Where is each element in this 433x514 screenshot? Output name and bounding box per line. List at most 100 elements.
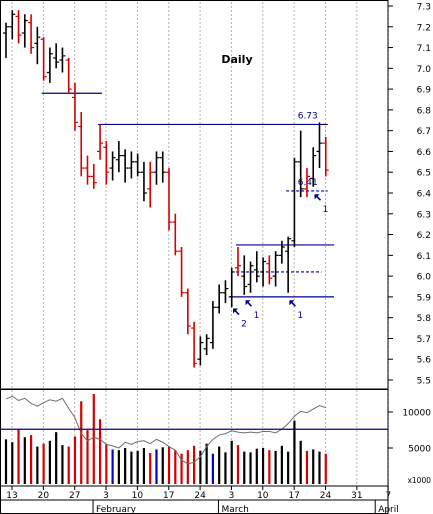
price-bar [234,247,241,277]
price-tick-label: 6.8 [417,106,432,116]
volume-axis: 5000 10000 x1000 [388,409,431,485]
price-bar [84,155,91,185]
price-tick-label: 7.2 [417,23,431,33]
month-label: February [96,505,137,514]
wave-label: 1 [289,300,303,321]
price-bar [272,251,279,287]
price-bar [178,247,185,297]
date-tick-label: 10 [257,491,269,501]
price-bar [3,22,9,58]
arrow-head-icon [245,300,251,306]
month-label: March [221,505,248,514]
price-bar [278,240,285,264]
price-tick-label: 5.8 [417,314,432,324]
price-bar [78,111,85,177]
vertical-gridlines [11,2,389,486]
price-tick-label: 6.1 [417,252,431,262]
date-tick-label: 27 [69,491,80,501]
price-bar [222,280,229,304]
date-tick-label: 31 [351,491,362,501]
price-bar [21,14,28,48]
volume-unit-label: x1000 [407,476,431,485]
price-bar [266,255,273,285]
price-bar [40,37,47,81]
price-tick-label: 5.7 [417,335,431,345]
price-bar [9,10,16,40]
price-bar [184,288,191,335]
date-tick-label: 24 [320,491,332,501]
price-bar [291,157,298,248]
price-bar [147,161,154,208]
wave-label: 1 [245,300,260,321]
price-tick-label: 6.7 [417,127,431,137]
price-bar [115,141,122,173]
date-tick-label: 17 [163,491,174,501]
price-bar [128,151,135,179]
arrow-head-icon [314,194,320,200]
date-tick-label: 10 [132,491,144,501]
price-bar [140,161,147,202]
price-bar [34,26,41,65]
price-bar [65,57,72,94]
price-tick-label: 6.9 [417,86,432,96]
wave-label-text: 2 [241,320,247,330]
price-bar [260,257,267,287]
arrow-head-icon [289,300,295,306]
price-bar [228,267,235,308]
volume-average-line [5,395,326,465]
price-axis: 5.5 5.6 5.7 5.8 5.9 6.0 6.1 6.2 6.3 6.4 6.5 6.6 6.7 6… [388,3,431,387]
wave-label-text: 1 [254,311,260,321]
price-bar [191,321,198,368]
price-tick-label: 6.0 [417,273,432,283]
price-bar [172,213,179,256]
price-bar [97,124,104,160]
price-bar [241,255,248,295]
date-tick-label: 20 [38,491,50,501]
price-bar [153,151,160,185]
price-bar [59,47,66,73]
price-bar [159,151,166,183]
date-tick-label: 17 [288,491,299,501]
price-bar [285,236,292,293]
price-bar [103,141,110,185]
price-tick-label: 6.4 [417,190,432,200]
price-tick-label: 5.9 [417,293,432,303]
date-tick-label: 3 [229,491,235,501]
price-tick-label: 5.5 [417,377,431,387]
price-tick-label: 6.6 [417,148,432,158]
date-tick-label: 13 [6,491,17,501]
price-bar [53,43,60,69]
wave-label-text: 1 [323,205,329,215]
price-bar [253,251,260,283]
price-tick-label: 7.3 [417,3,431,13]
trend-line-label: 6.73 [298,111,318,121]
wave-label: 2 [232,308,247,330]
price-bar [197,336,204,366]
wave-label: 1 [314,194,329,215]
price-bar [216,284,223,314]
price-bar [322,136,329,177]
price-bar [316,122,323,169]
price-bar [303,168,310,198]
price-tick-label: 5.6 [417,356,432,366]
chart-title: Daily [221,53,252,66]
price-tick-label: 7.1 [417,44,431,54]
arrow-head-icon [232,308,238,314]
wave-label-text: 1 [298,311,304,321]
price-bar [109,151,116,181]
wave-annotations: 21 11 [232,194,329,330]
price-bar [15,10,22,44]
price-bars [3,10,329,368]
volume-panel [0,394,388,484]
price-bar [310,147,317,187]
volume-tick-label: 5000 [408,445,431,455]
price-bar [46,47,53,83]
price-tick-label: 6.3 [417,210,431,220]
price-bar [166,168,173,231]
price-bar [28,14,35,54]
price-tick-label: 6.5 [417,169,431,179]
price-bar [247,261,254,293]
date-tick-label: 24 [194,491,206,501]
